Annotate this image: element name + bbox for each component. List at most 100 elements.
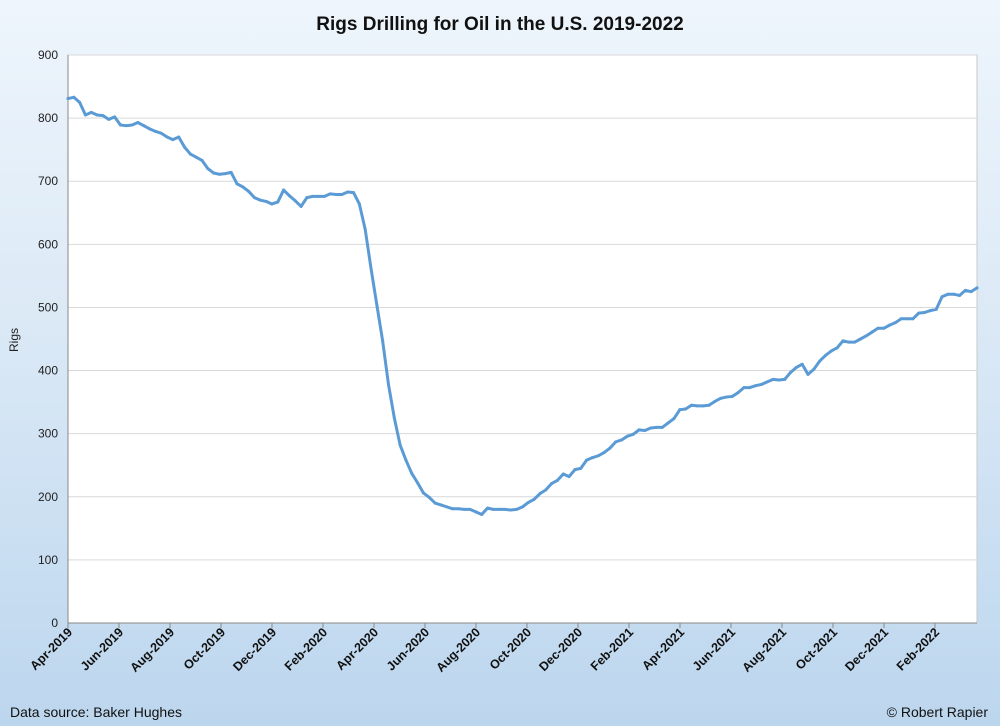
data-point [858,337,862,341]
data-point [445,505,449,509]
data-point [812,367,816,371]
data-point [771,377,775,381]
data-point [218,172,221,176]
data-point [462,507,466,511]
data-point [946,292,950,296]
x-tick-label: Aug-2021 [739,625,789,675]
data-point [118,123,122,127]
data-point [392,416,396,420]
data-point [882,326,886,330]
data-point [293,199,297,203]
y-tick-label: 400 [38,364,58,378]
data-point [829,349,833,353]
data-point [247,189,251,193]
data-point [660,425,664,429]
data-point [352,191,356,195]
data-point [923,310,927,314]
data-point [952,292,956,296]
data-point [386,382,390,386]
data-point [439,503,443,507]
data-point [398,443,402,447]
data-point [421,491,425,495]
x-tick-label: Dec-2020 [536,625,585,674]
data-point [818,359,822,363]
data-point [713,399,717,403]
data-point [497,507,501,511]
plot-area [67,54,978,624]
data-point [579,466,583,470]
data-point [188,152,192,156]
data-point [241,185,245,189]
data-point [159,131,163,135]
data-point [66,97,70,101]
data-point [637,428,641,432]
x-tick-label: Apr-2019 [27,625,75,673]
data-point [602,451,606,455]
data-point [969,290,973,294]
data-point [847,340,851,344]
x-tick-label: Jun-2020 [384,625,432,673]
data-point [381,339,385,343]
y-tick-label: 100 [38,553,58,567]
data-point [643,429,647,433]
data-point [596,454,600,458]
x-tick-label: Jun-2019 [78,625,126,673]
y-tick-label: 500 [38,300,58,314]
data-point [759,382,763,386]
data-point [427,495,431,499]
data-point [165,135,169,139]
data-point [451,507,455,511]
data-point [206,167,210,171]
data-point [666,421,670,425]
data-point [573,468,577,472]
data-point [940,295,944,299]
data-point [212,171,216,175]
data-point [491,507,495,511]
data-point [963,288,967,292]
data-point [934,307,938,311]
data-point [928,309,932,313]
x-tick-label: Oct-2019 [181,625,228,672]
data-point [707,403,711,407]
y-tick-label: 900 [38,48,58,62]
data-point [177,135,181,139]
data-point [958,293,962,297]
data-point [200,158,204,162]
data-point [433,501,437,505]
x-tick-label: Oct-2020 [487,625,534,672]
data-point [689,403,693,407]
data-point [340,192,344,196]
y-tick-label: 300 [38,427,58,441]
data-point [142,124,146,128]
data-point [614,440,618,444]
data-point [369,266,373,270]
data-point [515,507,519,511]
data-point [620,438,624,442]
data-point [416,481,420,485]
data-point [835,346,839,350]
data-point [276,200,280,204]
data-point [917,311,921,315]
x-tick-label: Apr-2020 [333,625,381,673]
data-point [777,378,781,382]
data-point [888,323,892,327]
data-point [521,505,524,509]
data-point [89,110,93,114]
data-point [544,488,548,492]
y-axis: 0 100 200 300 400 500 600 700 800 900 [38,48,58,630]
data-point [375,303,379,307]
data-point [124,124,128,128]
data-point [608,446,612,450]
series-points [66,95,979,516]
data-point [410,471,414,475]
data-point [270,202,274,206]
data-point [730,394,734,398]
data-point [672,417,676,421]
data-point [223,172,227,176]
data-point [899,317,903,321]
data-point [229,170,233,174]
data-point [678,408,682,412]
data-point [456,507,460,511]
